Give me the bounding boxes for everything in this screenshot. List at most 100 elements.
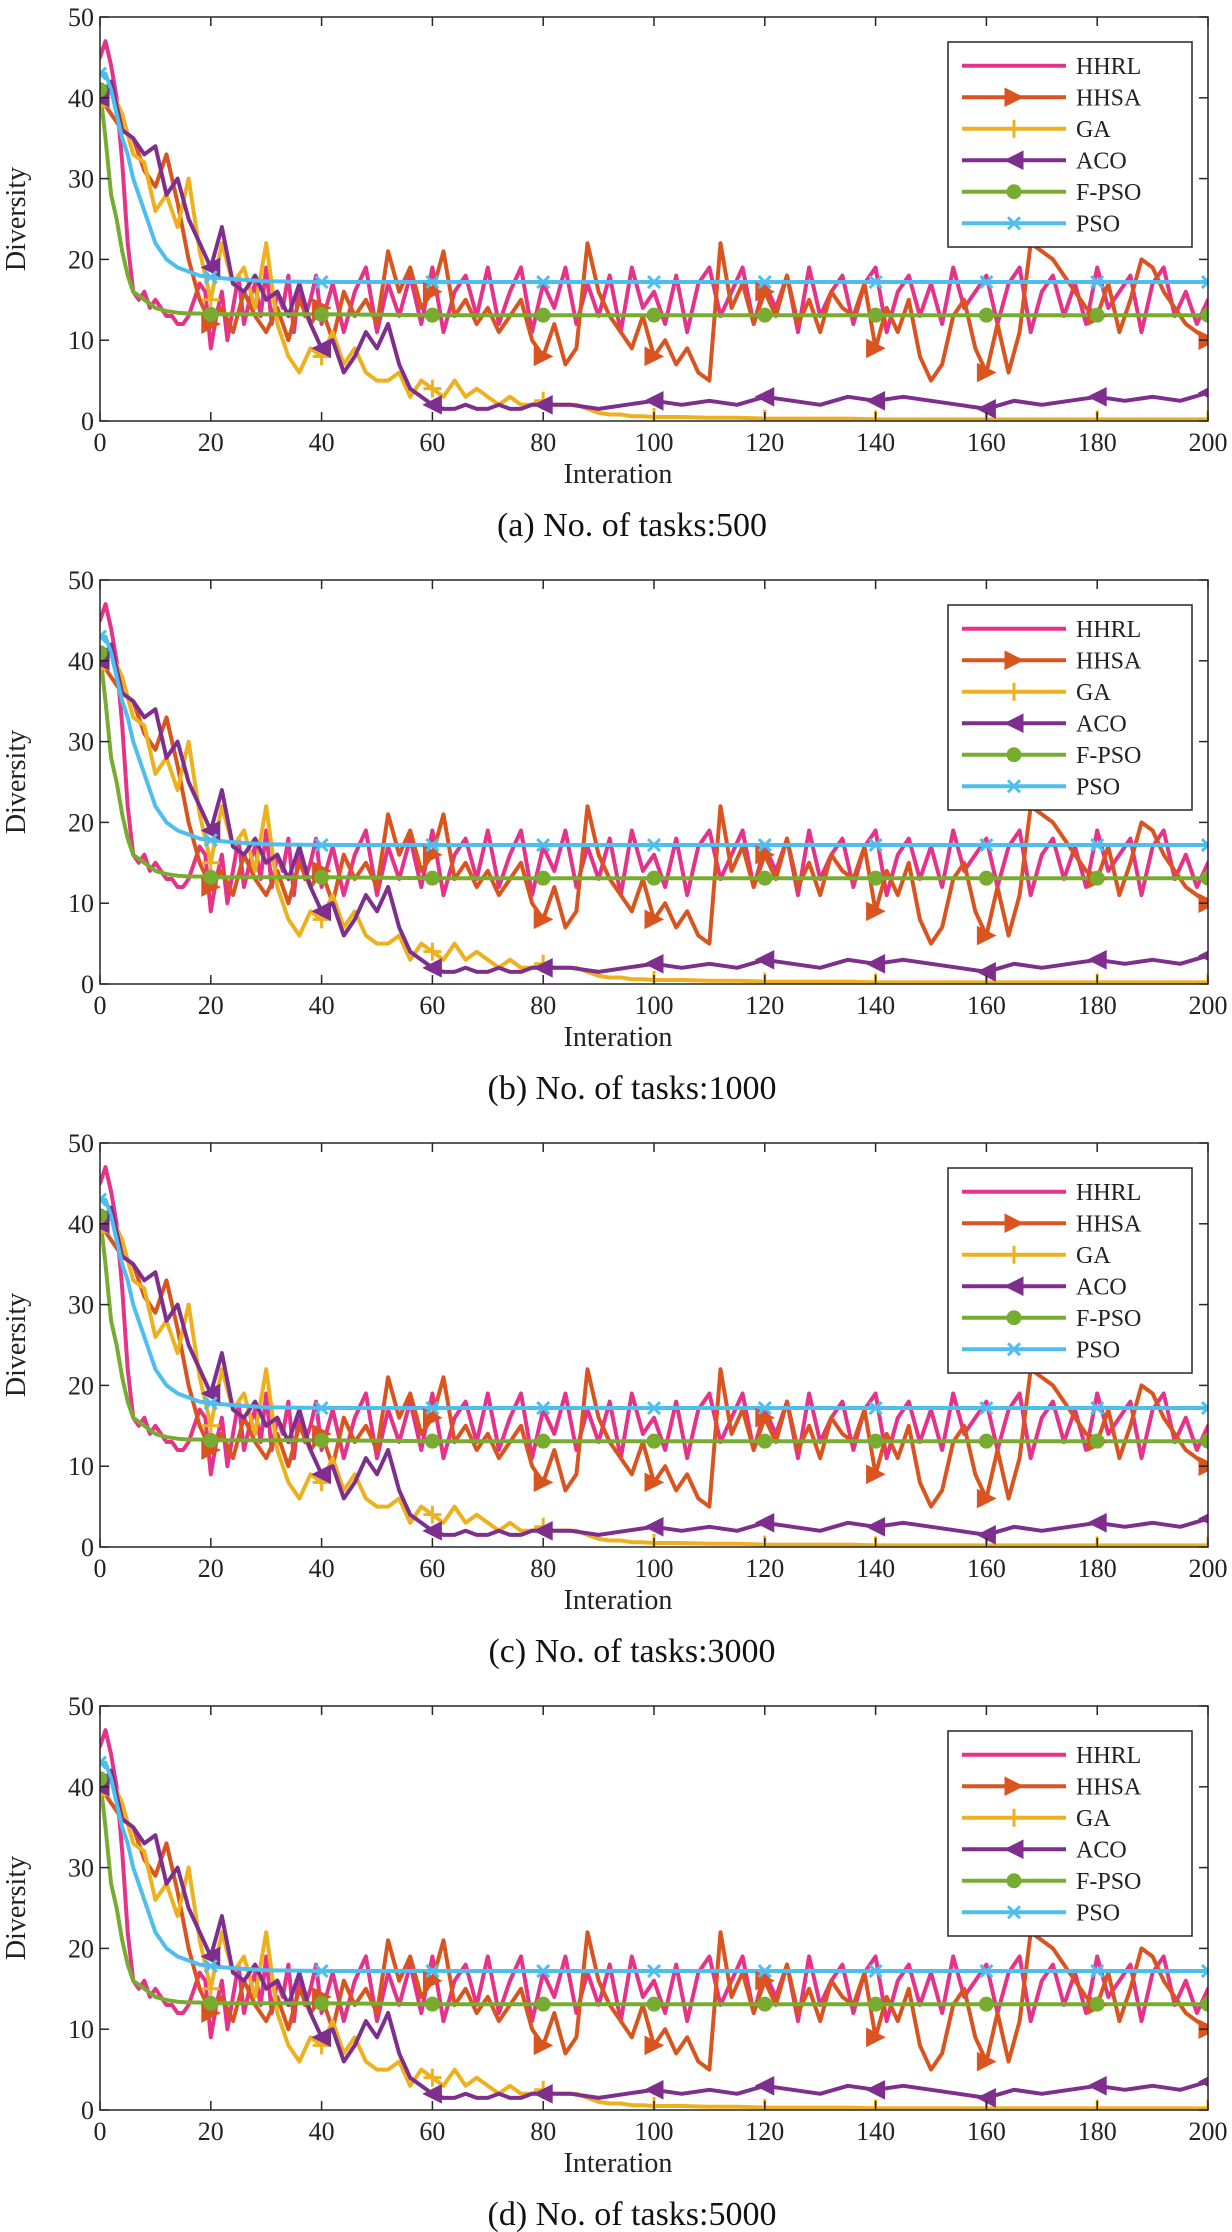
series-marker-pso: [979, 1963, 994, 1979]
series-marker-pso: [314, 1963, 329, 1979]
y-tick-label: 30: [68, 728, 94, 757]
x-tick-label: 120: [745, 2117, 784, 2146]
legend-label: HHSA: [1076, 1774, 1142, 1800]
series-marker-ga: [1199, 973, 1208, 984]
series-marker-ga: [100, 96, 109, 115]
series-marker-aco: [1087, 1512, 1107, 1533]
series-marker-ga: [1199, 1536, 1208, 1547]
x-tick-label: 200: [1189, 428, 1228, 457]
legend-label: ACO: [1076, 148, 1127, 174]
series-marker-pso: [1200, 274, 1208, 290]
series-marker-aco: [311, 901, 332, 922]
series-marker-hhsa: [976, 362, 997, 383]
legend-item-hhrl: HHRL: [962, 617, 1141, 643]
y-tick-label: 50: [68, 3, 94, 32]
legend-item-aco: ACO: [962, 148, 1127, 174]
legend-item-ga: GA: [962, 680, 1111, 706]
series-marker-pso: [203, 1396, 218, 1411]
legend-swatch-marker: [1006, 1310, 1022, 1326]
legend-label: PSO: [1076, 774, 1120, 800]
series-marker-pso: [1200, 837, 1208, 853]
x-tick-label: 20: [198, 991, 224, 1020]
series-marker-f-pso: [646, 870, 662, 886]
legend-label: GA: [1076, 680, 1111, 706]
series-marker-f-pso: [757, 1433, 773, 1449]
series-marker-pso: [757, 837, 772, 853]
legend-swatch-marker: [1004, 1776, 1025, 1797]
x-tick-label: 0: [94, 2117, 107, 2146]
legend-item-pso: PSO: [962, 774, 1120, 800]
series-marker-f-pso: [314, 306, 330, 322]
series-marker-hhsa: [644, 346, 665, 367]
legend-label: ACO: [1076, 711, 1127, 737]
series-marker-pso: [979, 1400, 994, 1416]
series-marker-pso: [425, 837, 440, 853]
y-tick-label: 0: [81, 970, 94, 999]
chart-panel-2: 0 20 40 60 80 100 120 140 160 180 200 0 10 20 30 40 50 In…: [1, 566, 1228, 1107]
x-tick-label: 120: [745, 991, 784, 1020]
legend: HHRL HHSA GA ACO F-PSO PSO: [947, 1730, 1193, 1937]
series-marker-hhsa: [533, 2035, 554, 2056]
series-marker-f-pso: [868, 870, 884, 886]
series-marker-ga: [100, 659, 109, 678]
panel-caption: (b) No. of tasks:1000: [488, 1070, 777, 1107]
legend-box: [947, 1167, 1193, 1374]
series-marker-aco: [643, 390, 664, 411]
series-marker-pso: [646, 837, 662, 853]
series-marker-hhsa: [533, 909, 554, 930]
x-tick-label: 180: [1078, 428, 1117, 457]
series-marker-f-pso: [1200, 870, 1208, 886]
x-tick-label: 160: [967, 428, 1006, 457]
x-tick-label: 20: [198, 2117, 224, 2146]
series-marker-f-pso: [314, 869, 330, 885]
legend-label: F-PSO: [1076, 1306, 1141, 1332]
series-marker-f-pso: [535, 870, 551, 886]
series-marker-f-pso: [424, 870, 440, 886]
series-marker-f-pso: [978, 870, 994, 886]
series-marker-pso: [203, 1959, 218, 1974]
series-marker-pso: [1200, 1963, 1208, 1979]
x-tick-label: 160: [967, 2117, 1006, 2146]
series-marker-ga: [1199, 410, 1208, 421]
legend-swatch-marker: [1006, 184, 1022, 200]
x-tick-label: 0: [94, 428, 107, 457]
legend-swatch-marker: [1004, 650, 1025, 671]
series-marker-f-pso: [100, 82, 108, 98]
series-marker-aco: [865, 953, 886, 974]
x-tick-label: 0: [94, 991, 107, 1020]
series-marker-ga: [423, 1505, 442, 1524]
x-tick-label: 40: [309, 428, 335, 457]
series-marker-f-pso: [535, 1433, 551, 1449]
y-tick-label: 30: [68, 165, 94, 194]
series-marker-pso: [757, 1963, 772, 1979]
series-marker-pso: [100, 1755, 108, 1770]
series-line-aco: [100, 1768, 1208, 2100]
series-marker-f-pso: [978, 1996, 994, 2012]
series-marker-aco: [1197, 2076, 1208, 2087]
x-axis-label: Interation: [564, 459, 673, 490]
series-marker-ga: [1199, 2099, 1208, 2110]
y-tick-label: 0: [81, 1533, 94, 1562]
series-marker-f-pso: [1200, 1433, 1208, 1449]
series-marker-hhsa: [644, 1472, 665, 1493]
y-tick-label: 50: [68, 1692, 94, 1721]
series-marker-pso: [868, 1400, 883, 1416]
x-tick-label: 40: [309, 1554, 335, 1583]
legend: HHRL HHSA GA ACO F-PSO PSO: [947, 604, 1193, 811]
legend-label: HHSA: [1076, 648, 1142, 674]
series-marker-aco: [1087, 949, 1107, 970]
legend-item-f-pso: F-PSO: [962, 743, 1141, 769]
series-marker-pso: [536, 274, 551, 290]
panel-caption: (d) No. of tasks:5000: [488, 2196, 777, 2232]
legend-swatch-marker: [1004, 87, 1025, 108]
y-tick-label: 30: [68, 1854, 94, 1883]
legend-swatch-marker: [1005, 1808, 1023, 1827]
y-tick-label: 10: [68, 2015, 94, 2044]
x-tick-label: 20: [198, 428, 224, 457]
y-tick-label: 50: [68, 1129, 94, 1158]
series-marker-aco: [754, 2075, 775, 2096]
legend-item-ga: GA: [962, 117, 1111, 143]
series-marker-f-pso: [757, 1996, 773, 2012]
